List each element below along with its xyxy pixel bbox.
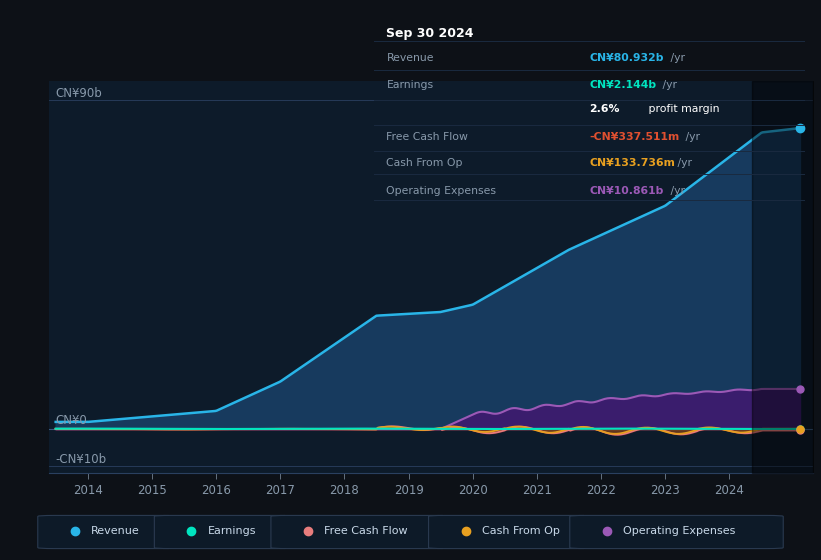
FancyBboxPatch shape: [570, 515, 783, 549]
FancyBboxPatch shape: [429, 515, 593, 549]
Text: Cash From Op: Cash From Op: [482, 526, 560, 536]
Text: Earnings: Earnings: [208, 526, 256, 536]
Text: -CN¥10b: -CN¥10b: [56, 453, 107, 466]
Text: CN¥133.736m: CN¥133.736m: [589, 158, 675, 168]
Text: /yr: /yr: [667, 53, 685, 63]
FancyBboxPatch shape: [271, 515, 452, 549]
Text: 2.6%: 2.6%: [589, 104, 620, 114]
Text: Revenue: Revenue: [387, 53, 434, 63]
Text: Cash From Op: Cash From Op: [387, 158, 463, 168]
Text: Free Cash Flow: Free Cash Flow: [324, 526, 408, 536]
Text: Sep 30 2024: Sep 30 2024: [387, 27, 474, 40]
Text: profit margin: profit margin: [645, 104, 719, 114]
Text: Operating Expenses: Operating Expenses: [623, 526, 736, 536]
FancyBboxPatch shape: [154, 515, 294, 549]
Text: /yr: /yr: [682, 132, 700, 142]
Text: CN¥0: CN¥0: [56, 414, 87, 427]
Text: CN¥10.861b: CN¥10.861b: [589, 186, 663, 196]
Text: /yr: /yr: [674, 158, 692, 168]
Text: Free Cash Flow: Free Cash Flow: [387, 132, 468, 142]
Text: /yr: /yr: [659, 81, 677, 90]
FancyBboxPatch shape: [38, 515, 177, 549]
Text: /yr: /yr: [667, 186, 685, 196]
Text: CN¥80.932b: CN¥80.932b: [589, 53, 663, 63]
Text: Revenue: Revenue: [91, 526, 140, 536]
Text: -CN¥337.511m: -CN¥337.511m: [589, 132, 679, 142]
Text: CN¥2.144b: CN¥2.144b: [589, 81, 656, 90]
Text: Earnings: Earnings: [387, 81, 433, 90]
Text: CN¥90b: CN¥90b: [56, 86, 103, 100]
Text: Operating Expenses: Operating Expenses: [387, 186, 497, 196]
